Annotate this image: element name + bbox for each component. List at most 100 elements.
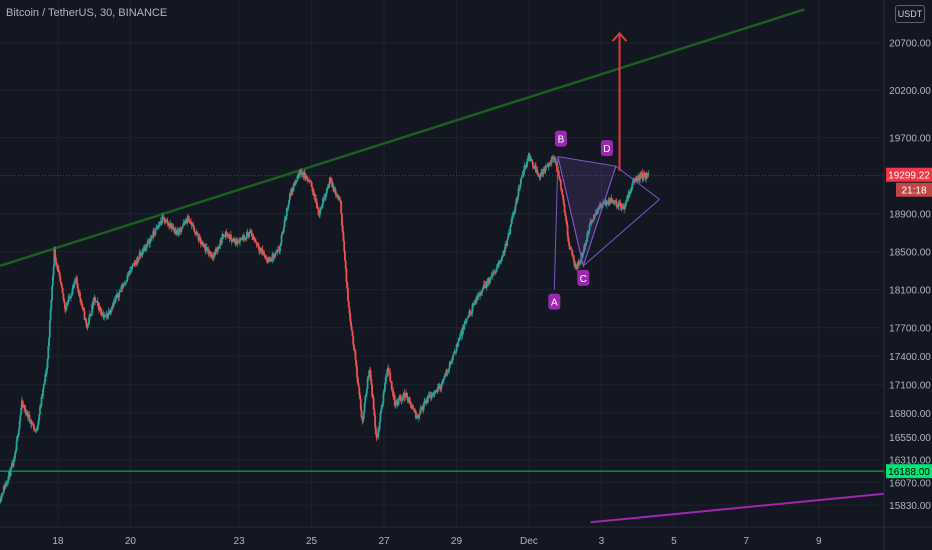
candle-body xyxy=(39,405,42,407)
candle-body xyxy=(334,191,337,196)
candle-body xyxy=(610,198,613,202)
plot-area[interactable]: A B C D xyxy=(0,0,885,527)
candle-body xyxy=(534,165,537,173)
pattern-point-C xyxy=(577,269,590,286)
candle-body xyxy=(145,244,148,250)
candle-body xyxy=(288,199,290,205)
candle-body xyxy=(6,481,9,483)
countdown-label: 21:18 xyxy=(901,186,926,197)
candle-body xyxy=(212,256,215,258)
candle-body xyxy=(580,256,583,262)
candle-body xyxy=(52,266,55,277)
candle-body xyxy=(519,178,522,185)
candle-body xyxy=(76,284,79,289)
candle-body xyxy=(149,238,152,244)
support-price-badge xyxy=(886,464,932,479)
candle-body xyxy=(183,222,186,224)
candle-body xyxy=(222,233,225,237)
candle-body xyxy=(174,229,177,235)
candle-body xyxy=(371,384,374,396)
candle-body xyxy=(587,233,589,235)
candle-body xyxy=(130,269,133,271)
candle-body xyxy=(190,221,193,226)
candle-body xyxy=(256,244,259,246)
candle-body xyxy=(629,191,632,194)
price-tick-label: 18500.00 xyxy=(889,248,931,259)
candle-body xyxy=(358,386,361,395)
candle-body xyxy=(66,304,69,307)
upper-trendline xyxy=(0,8,805,268)
candle-body xyxy=(578,263,581,266)
candle-body xyxy=(70,294,73,297)
candle-body xyxy=(288,193,291,200)
candle-body xyxy=(129,269,132,272)
candle-body xyxy=(318,214,321,216)
candle-body xyxy=(489,277,492,278)
candle-body xyxy=(202,244,205,247)
candle-body xyxy=(213,255,216,257)
candle-body xyxy=(5,482,8,484)
candle-body xyxy=(531,162,534,167)
candle-body xyxy=(307,179,309,181)
candle-body xyxy=(291,190,294,192)
candle-body xyxy=(384,383,386,392)
candle-body xyxy=(370,378,373,385)
candle-body xyxy=(448,367,450,371)
candle-body xyxy=(24,409,27,414)
candle-body xyxy=(565,216,567,221)
candle-body xyxy=(328,177,331,185)
candle-body xyxy=(181,227,183,230)
candle-body xyxy=(4,484,7,489)
candle-body xyxy=(304,172,306,179)
candle-body xyxy=(447,370,450,372)
candle-body xyxy=(122,285,124,289)
candle-body xyxy=(404,393,407,398)
candle-body xyxy=(159,224,161,226)
candle-body xyxy=(118,291,121,298)
candle-body xyxy=(591,220,594,222)
candle-body xyxy=(354,350,357,361)
candle-body xyxy=(310,182,313,188)
candle-body xyxy=(196,231,198,235)
candle-body xyxy=(382,392,385,403)
candle-body xyxy=(242,235,245,240)
candle-body xyxy=(172,227,175,230)
candle-body xyxy=(326,187,329,190)
candle-body xyxy=(115,297,118,299)
candle-body xyxy=(368,370,370,378)
candle-body xyxy=(560,187,563,190)
candle-body xyxy=(308,180,311,182)
candle-body xyxy=(436,387,439,392)
candle-body xyxy=(350,326,353,331)
currency-badge[interactable]: USDT xyxy=(895,5,925,23)
candle-body xyxy=(64,302,66,309)
pattern-point-D xyxy=(600,140,613,157)
symbol-title[interactable]: Bitcoin / TetherUS, 30, BINANCE xyxy=(6,7,168,19)
candle-body xyxy=(70,296,72,299)
candle-body xyxy=(155,227,158,229)
price-tick-label: 18100.00 xyxy=(889,286,931,297)
candle-body xyxy=(40,396,43,406)
candle-body xyxy=(632,179,635,183)
candle-body xyxy=(23,405,26,409)
candle-body xyxy=(569,248,572,249)
candle-body xyxy=(626,195,629,202)
candle-body xyxy=(571,254,574,256)
candle-body xyxy=(567,236,570,242)
candle-body xyxy=(163,217,166,222)
candle-body xyxy=(393,395,396,406)
candle-body xyxy=(356,377,359,384)
candle-body xyxy=(17,428,20,436)
candle-body xyxy=(131,266,133,270)
candle-body xyxy=(36,425,39,430)
candle-body xyxy=(441,382,444,385)
candle-body xyxy=(158,224,161,226)
candle-body xyxy=(481,289,484,293)
candle-body xyxy=(507,236,509,240)
candle-body xyxy=(290,188,293,194)
candle-body xyxy=(482,288,484,290)
candle-body xyxy=(128,271,130,276)
candle-body xyxy=(281,232,284,236)
candle-body xyxy=(496,265,499,269)
